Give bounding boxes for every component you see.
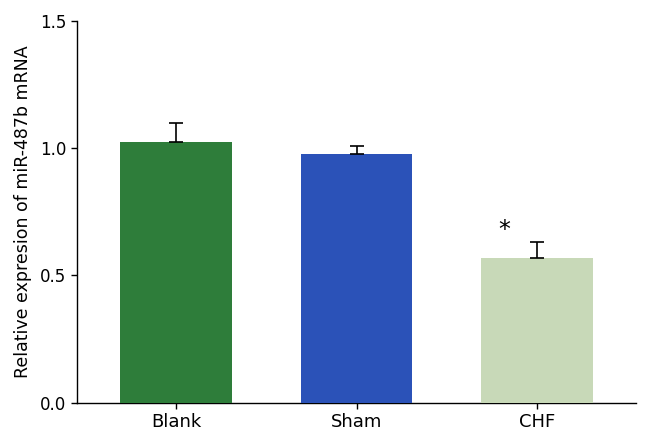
Bar bbox=[481, 258, 593, 403]
Y-axis label: Relative expresion of miR-487b mRNA: Relative expresion of miR-487b mRNA bbox=[14, 45, 32, 378]
Bar bbox=[120, 142, 232, 403]
Text: *: * bbox=[499, 218, 510, 242]
Bar bbox=[301, 154, 413, 403]
